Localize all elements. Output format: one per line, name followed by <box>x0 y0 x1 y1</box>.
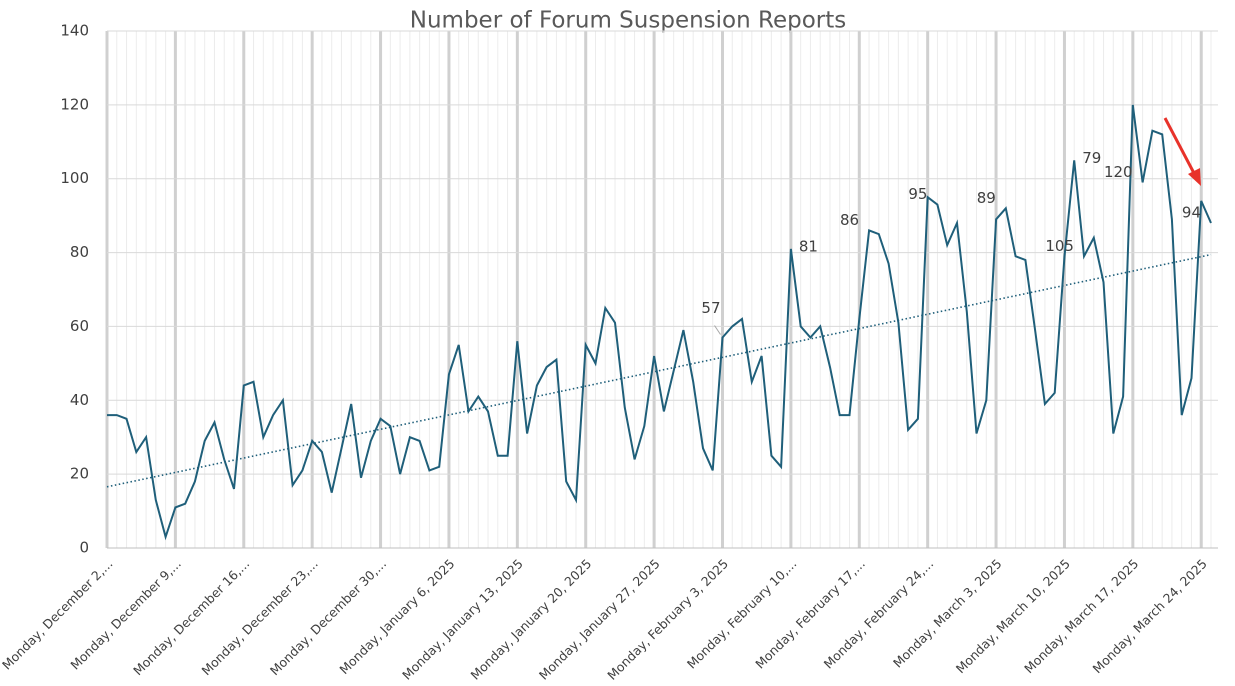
y-tick-label: 40 <box>70 391 89 409</box>
x-tick-label: Monday, February 10,... <box>684 556 800 672</box>
data-label: 95 <box>908 185 927 203</box>
x-tick-label: Monday, December 16,... <box>130 556 252 678</box>
x-tick-label: Monday, March 17, 2025 <box>1021 556 1141 676</box>
data-label: 86 <box>840 211 859 229</box>
x-tick-label: Monday, February 3, 2025 <box>604 556 731 683</box>
y-tick-label: 140 <box>60 22 89 40</box>
y-tick-label: 60 <box>70 317 89 335</box>
arrow <box>1163 117 1198 178</box>
chart-title: Number of Forum Suspension Reports <box>410 8 846 34</box>
y-tick-label: 120 <box>60 95 89 113</box>
trendline <box>106 253 1212 488</box>
y-tick-label: 0 <box>79 539 89 557</box>
grid: Monday, December 2,...Monday, December 9… <box>0 22 1218 683</box>
y-tick-label: 80 <box>70 243 89 261</box>
x-tick-label: Monday, December 9,... <box>67 556 184 673</box>
x-tick-label: Monday, December 23,... <box>199 556 321 678</box>
x-tick-label: Monday, December 30,... <box>267 556 389 678</box>
y-tick-label: 100 <box>60 169 89 187</box>
x-tick-label: Monday, January 13, 2025 <box>399 556 526 683</box>
x-tick-label: Monday, January 20, 2025 <box>468 556 595 683</box>
plot: 57 81 86 95 89 79 105 120 94 <box>106 104 1212 541</box>
x-tick-label: Monday, March 24, 2025 <box>1090 556 1210 676</box>
data-label: 57 <box>701 299 720 317</box>
line <box>107 104 1212 541</box>
data-label: 94 <box>1182 204 1201 222</box>
x-tick-label: Monday, February 17,... <box>752 556 868 672</box>
y-tick-label: 20 <box>70 465 89 483</box>
arrow-head <box>1188 168 1201 186</box>
leader-line <box>714 325 721 335</box>
x-tick-label: Monday, March 10, 2025 <box>953 556 1073 676</box>
x-tick-label: Monday, February 24,... <box>821 556 937 672</box>
data-label: 105 <box>1045 237 1074 255</box>
x-tick-label: Monday, December 2,... <box>0 556 116 673</box>
x-tick-label: Monday, January 27, 2025 <box>536 556 663 683</box>
data-label: 81 <box>799 237 818 255</box>
data-label: 120 <box>1104 163 1133 181</box>
data-label: 79 <box>1082 149 1101 167</box>
data-label: 89 <box>977 189 996 207</box>
x-tick-label: Monday, January 6, 2025 <box>336 556 457 677</box>
